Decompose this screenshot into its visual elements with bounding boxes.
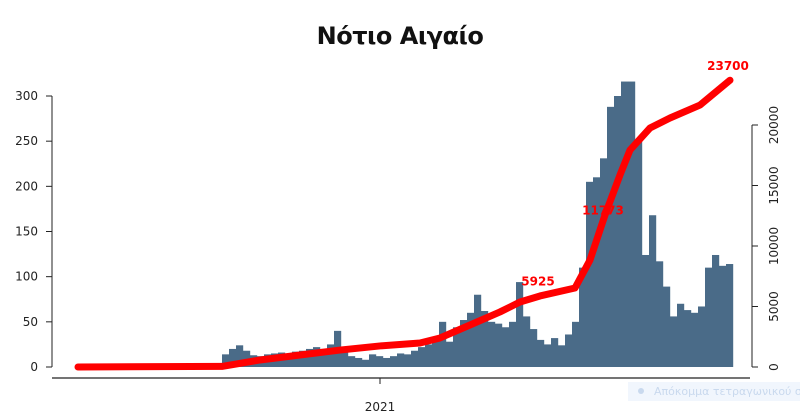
bar: [488, 321, 496, 367]
bar: [376, 356, 384, 367]
bar: [558, 345, 566, 367]
bar: [397, 353, 405, 367]
bar: [292, 351, 300, 367]
bar: [341, 351, 349, 367]
bar: [460, 320, 468, 367]
bar: [593, 177, 601, 367]
bar: [467, 312, 475, 367]
bar: [691, 312, 699, 367]
chart-title: Νότιο Αιγαίο: [316, 22, 484, 50]
bar: [306, 348, 314, 367]
bar: [348, 356, 356, 367]
bar: [698, 306, 706, 367]
right-tick-label: 10000: [767, 227, 781, 265]
bar: [516, 282, 524, 367]
bar: [628, 81, 636, 368]
bar: [446, 341, 454, 367]
bar: [726, 264, 734, 367]
bar: [586, 181, 594, 367]
bar: [236, 345, 244, 367]
bar: [404, 354, 412, 367]
left-tick-label: 250: [15, 134, 38, 148]
bar: [551, 338, 559, 367]
annotation-label: 23700: [707, 59, 749, 73]
bar: [523, 316, 531, 367]
annotation-label: 5925: [521, 274, 554, 288]
bar: [495, 323, 503, 367]
bar: [509, 321, 517, 367]
bar: [355, 357, 363, 367]
x-tick-label: 2021: [365, 400, 396, 414]
bar: [705, 267, 713, 367]
bar: [537, 339, 545, 367]
bar: [677, 303, 685, 367]
bar: [383, 357, 391, 367]
bar: [621, 81, 629, 368]
bar: [712, 254, 720, 367]
bar: [327, 344, 335, 367]
bar: [432, 339, 440, 367]
bar: [313, 347, 321, 367]
bar: [390, 356, 398, 367]
bar: [684, 310, 692, 367]
left-tick-label: 300: [15, 89, 38, 103]
bar: [299, 350, 307, 367]
bar: [229, 348, 237, 367]
bar: [425, 344, 433, 367]
left-tick-label: 200: [15, 179, 38, 193]
bar: [572, 321, 580, 367]
bar: [663, 286, 671, 367]
snip-label: Απόκομμα τετραγωνικού σχήματος: [654, 385, 800, 398]
bar: [222, 354, 230, 367]
left-tick-label: 0: [30, 360, 38, 374]
bar: [600, 158, 608, 367]
bar: [481, 310, 489, 367]
bar: [649, 215, 657, 367]
snip-button[interactable]: Απόκομμα τετραγωνικού σχήματος: [628, 382, 800, 401]
annotation-label: 11773: [582, 204, 624, 218]
right-tick-label: 15000: [767, 166, 781, 204]
bar: [530, 329, 538, 367]
bar: [453, 327, 461, 367]
left-tick-label: 50: [23, 315, 38, 329]
right-tick-label: 20000: [767, 106, 781, 144]
cumulative-line: [74, 76, 734, 371]
right-tick-label: 5000: [767, 291, 781, 322]
bar: [474, 294, 482, 367]
snip-dot-icon: [638, 388, 644, 394]
bar: [502, 327, 510, 367]
bar: [362, 359, 370, 367]
left-tick-label: 100: [15, 270, 38, 284]
bar: [544, 344, 552, 367]
left-tick-label: 150: [15, 225, 38, 239]
bar: [418, 347, 426, 367]
bar: [411, 350, 419, 367]
bar: [642, 254, 650, 367]
right-tick-label: 0: [767, 363, 781, 371]
bar: [320, 348, 328, 367]
bar: [635, 139, 643, 367]
bar: [579, 267, 587, 367]
bar: [369, 354, 377, 367]
bar: [656, 261, 664, 367]
bar: [614, 96, 622, 367]
bar: [439, 321, 447, 367]
bar: [670, 316, 678, 367]
bar: [285, 354, 293, 367]
bar: [719, 265, 727, 367]
bar: [607, 106, 615, 367]
bar: [565, 334, 573, 367]
